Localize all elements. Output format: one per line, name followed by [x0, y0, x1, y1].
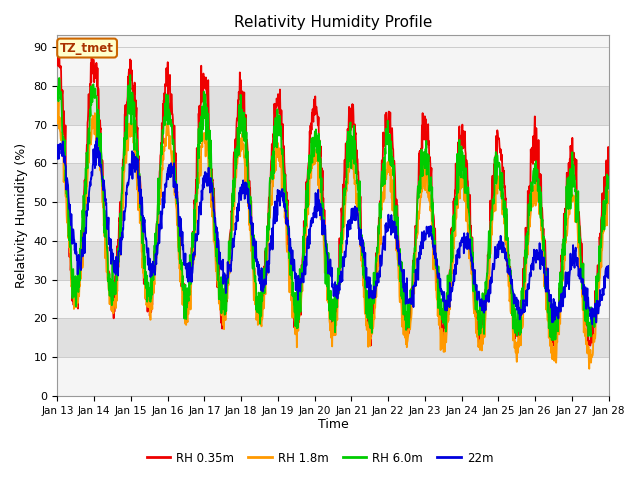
Text: TZ_tmet: TZ_tmet [60, 42, 114, 55]
Bar [58, 163, 609, 202]
Y-axis label: Relativity Humidity (%): Relativity Humidity (%) [15, 143, 28, 288]
Bar [58, 86, 609, 124]
X-axis label: Time: Time [317, 419, 348, 432]
Title: Relativity Humidity Profile: Relativity Humidity Profile [234, 15, 432, 30]
Legend: RH 0.35m, RH 1.8m, RH 6.0m, 22m: RH 0.35m, RH 1.8m, RH 6.0m, 22m [142, 447, 498, 469]
Bar [58, 318, 609, 357]
Bar [58, 241, 609, 279]
